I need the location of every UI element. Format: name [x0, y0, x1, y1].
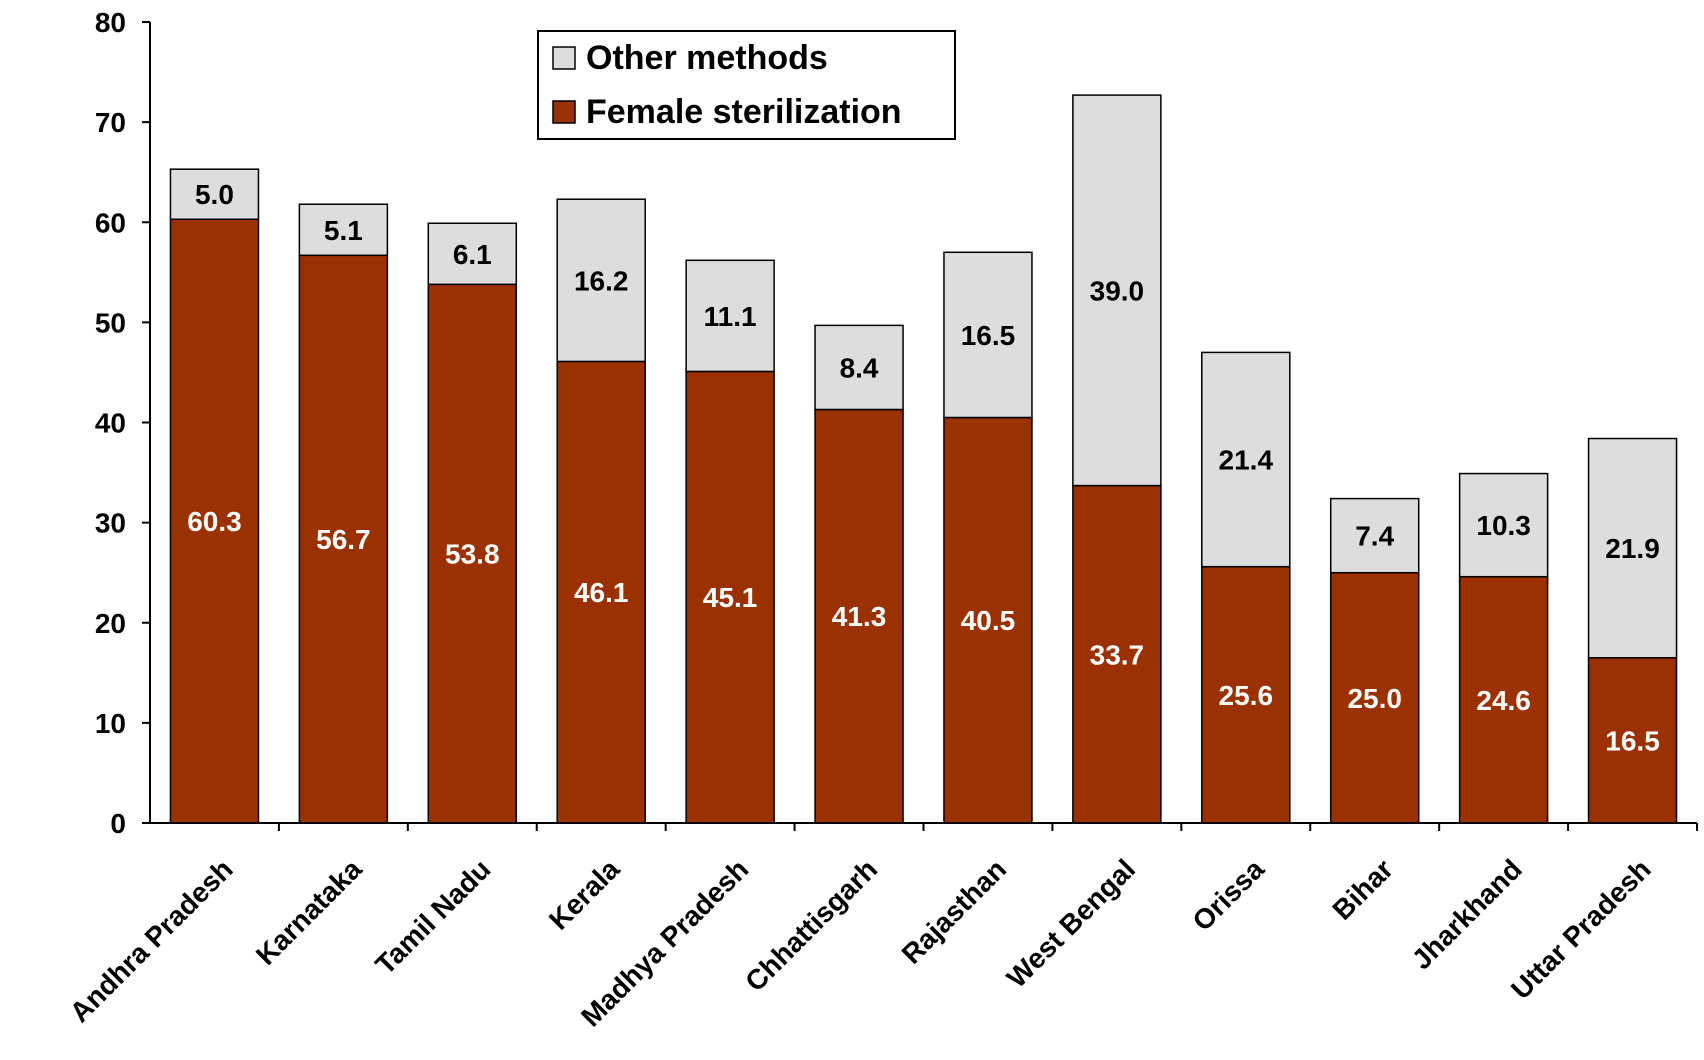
- bar-other-methods: [556, 198, 646, 363]
- y-tick-label: 70: [95, 107, 126, 138]
- x-tick-label: Karnataka: [250, 853, 368, 971]
- legend-label: Female sterilization: [586, 93, 902, 131]
- y-tick-label: 80: [95, 7, 126, 38]
- bar-other-methods: [814, 324, 904, 411]
- data-label-other: 7.4: [1355, 521, 1394, 552]
- bar-other-methods: [943, 251, 1033, 419]
- y-tick-label: 30: [95, 508, 126, 539]
- bar-other-methods: [1072, 94, 1162, 487]
- x-tick-label: Orissa: [1186, 853, 1270, 937]
- y-tick-label: 20: [95, 608, 126, 639]
- bar-female-sterilization: [685, 370, 775, 824]
- bar-other-methods: [298, 203, 389, 257]
- bar-female-sterilization: [556, 360, 646, 824]
- bar-other-methods: [1458, 472, 1549, 578]
- x-tick-label: Chhattisgarh: [739, 853, 883, 997]
- data-label-female: 25.6: [1219, 680, 1274, 711]
- legend: Other methods Female sterilization: [537, 30, 956, 140]
- data-label-other: 5.0: [195, 179, 234, 210]
- data-label-other: 6.1: [453, 239, 492, 270]
- data-label-other: 21.4: [1219, 445, 1274, 476]
- bar-other-methods: [1587, 437, 1678, 659]
- data-label-other: 10.3: [1476, 510, 1531, 541]
- y-axis: 0 10 20 30 40 50 60 70 80: [95, 7, 151, 839]
- legend-swatch: [552, 100, 576, 124]
- data-label-female: 46.1: [574, 577, 629, 608]
- x-tick-label: Tamil Nadu: [369, 853, 496, 980]
- data-label-other: 21.9: [1605, 533, 1660, 564]
- legend-label: Other methods: [586, 39, 828, 77]
- bar-other-methods: [1201, 351, 1291, 568]
- y-tick-label: 0: [110, 808, 126, 839]
- y-tick-label: 50: [95, 307, 126, 338]
- data-label-other: 16.5: [961, 320, 1016, 351]
- data-label-female: 25.0: [1347, 683, 1402, 714]
- data-label-female: 60.3: [187, 506, 242, 537]
- data-label-other: 39.0: [1090, 275, 1145, 306]
- bar-female-sterilization: [814, 408, 904, 824]
- data-label-other: 5.1: [324, 215, 363, 246]
- x-tick-label: Rajasthan: [896, 853, 1013, 970]
- data-label-female: 45.1: [703, 582, 758, 613]
- bar-female-sterilization: [1458, 575, 1549, 824]
- bar-female-sterilization: [943, 416, 1033, 824]
- y-tick-label: 40: [95, 408, 126, 439]
- x-tick-label: Kerala: [543, 853, 626, 936]
- x-tick-label: Bihar: [1326, 853, 1399, 926]
- bars: 60.3 5.0 56.7 5.1 53.8 6.1 46.1 16.2 45.1 11.1 41.…: [169, 94, 1678, 824]
- data-label-female: 41.3: [832, 601, 887, 632]
- legend-swatch: [552, 46, 576, 70]
- data-label-female: 24.6: [1476, 685, 1531, 716]
- x-tick-label: West Bengal: [1001, 853, 1141, 993]
- data-label-other: 8.4: [840, 352, 879, 383]
- bar-other-methods: [427, 222, 518, 286]
- legend-box: [537, 30, 956, 140]
- data-label-other: 16.2: [574, 265, 629, 296]
- bar-other-methods: [169, 168, 260, 220]
- data-label-female: 40.5: [961, 605, 1016, 636]
- x-tick-label: Andhra Pradesh: [64, 853, 239, 1028]
- x-tick-label: Uttar Pradesh: [1505, 853, 1657, 1005]
- data-label-female: 53.8: [445, 539, 500, 570]
- data-label-other: 11.1: [704, 301, 757, 332]
- y-tick-label: 10: [95, 708, 126, 739]
- data-label-female: 56.7: [316, 524, 371, 555]
- bar-other-methods: [1329, 497, 1420, 574]
- bar-female-sterilization: [427, 283, 518, 824]
- x-tick-label: Jharkhand: [1406, 853, 1528, 975]
- data-label-female: 16.5: [1605, 725, 1660, 756]
- bar-other-methods: [685, 259, 775, 373]
- data-label-female: 33.7: [1090, 639, 1145, 670]
- x-axis: Andhra Pradesh Karnataka Tamil Nadu KeralaM…: [64, 822, 1698, 1033]
- y-tick-label: 60: [95, 207, 126, 238]
